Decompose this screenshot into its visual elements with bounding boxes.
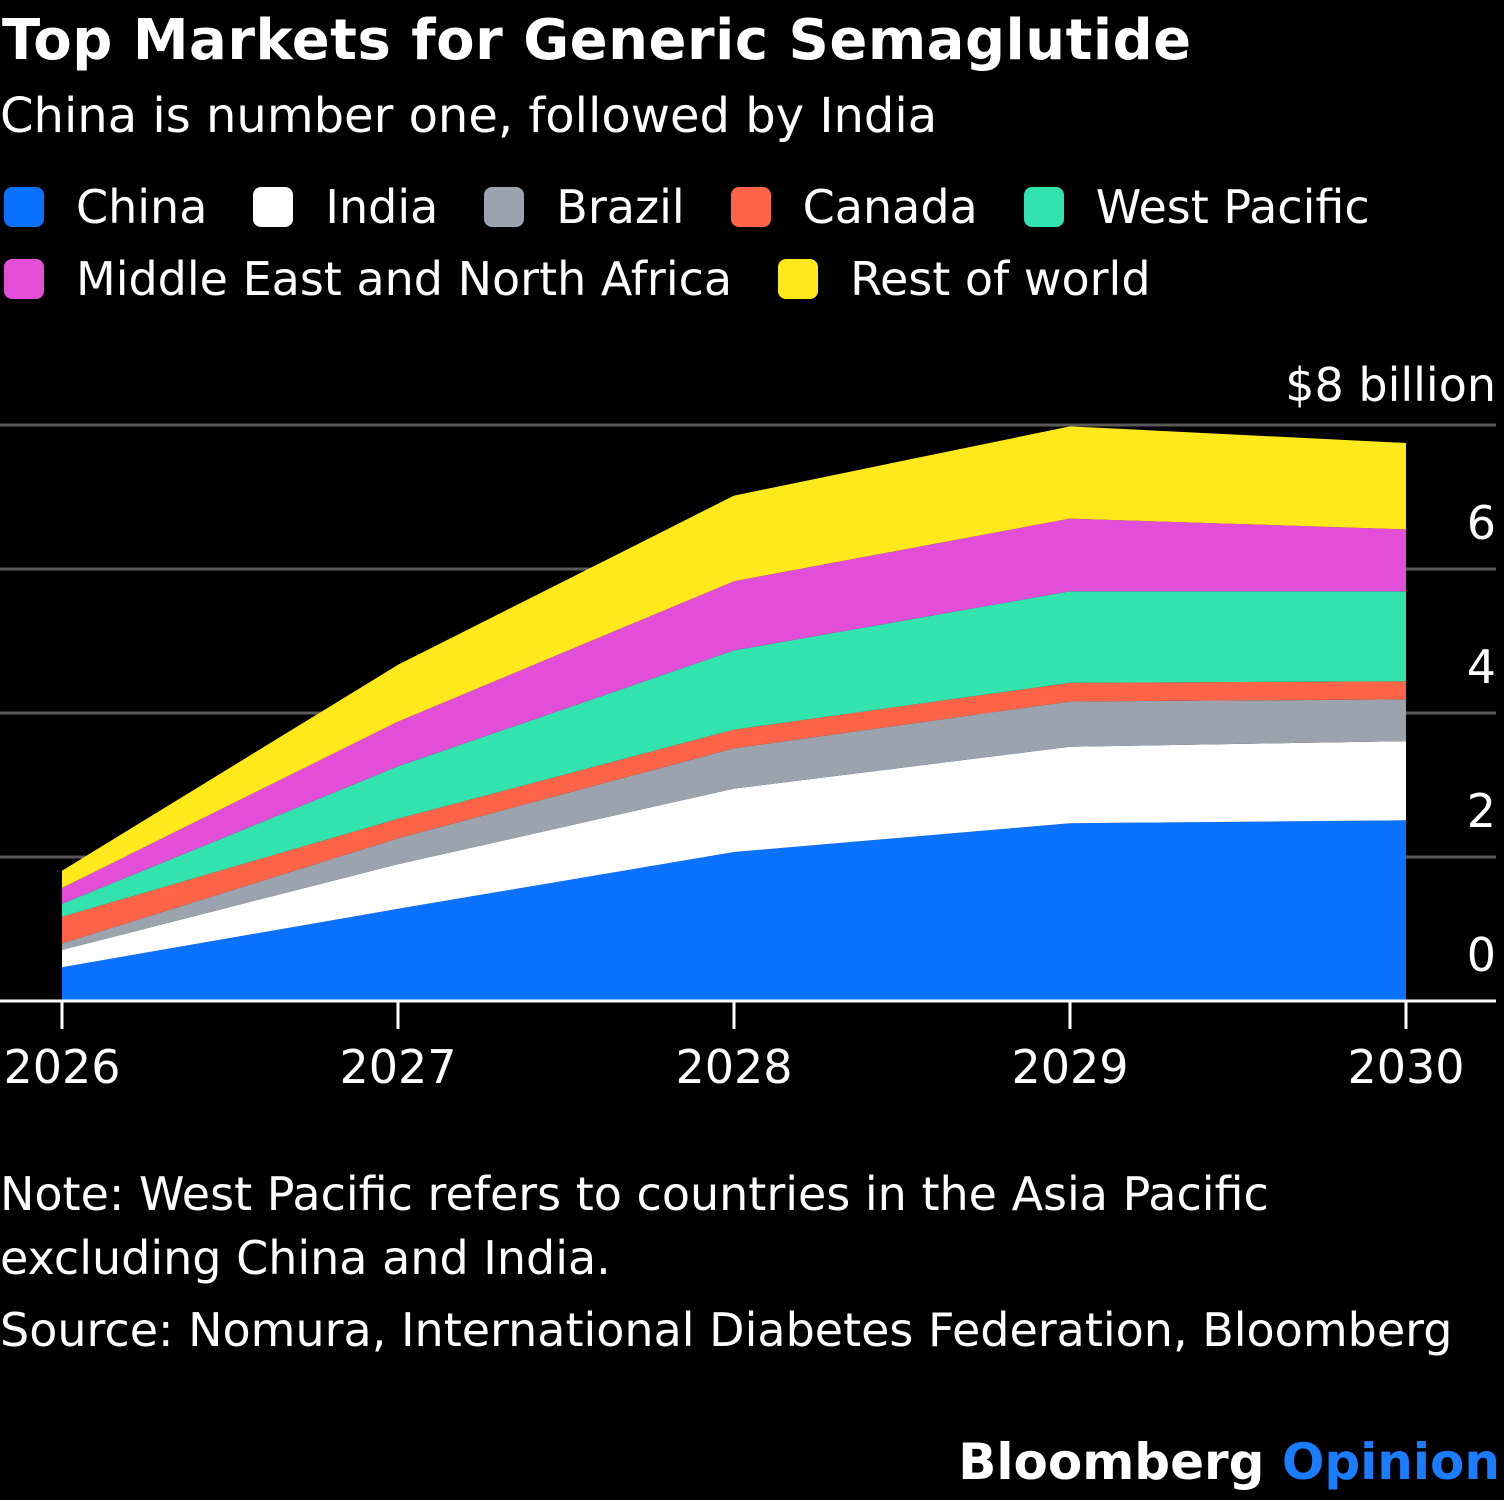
chart-source: Source: Nomura, International Diabetes F…: [0, 1303, 1453, 1357]
x-axis: [0, 999, 1496, 1029]
x-tick-label-2026: 2026: [3, 1040, 120, 1094]
legend-item-brazil: Brazil: [484, 179, 685, 235]
y-tick-label-2: 2: [1467, 784, 1496, 838]
legend-swatch-west-pacific: [1023, 187, 1064, 227]
area-west-pacific: [62, 591, 1406, 917]
chart-subtitle: China is number one, followed by India: [0, 88, 938, 144]
y-tick-label-0: 0: [1467, 928, 1496, 982]
brand-main: Bloomberg: [958, 1433, 1265, 1491]
legend-item-rest-of-world: Rest of world: [778, 251, 1151, 307]
legend-item-china: China: [4, 179, 207, 235]
legend-row-2: Middle East and North Africa Rest of wor…: [4, 248, 1494, 310]
legend-label-west-pacific: West Pacific: [1095, 180, 1370, 234]
area-middle-east-and-north-africa: [62, 518, 1406, 904]
legend-swatch-india: [253, 187, 294, 227]
brand-accent: Opinion: [1281, 1433, 1500, 1491]
legend-item-west-pacific: West Pacific: [1023, 179, 1370, 235]
legend-label-china: China: [76, 180, 208, 234]
y-tick-label-4: 4: [1467, 640, 1496, 694]
legend-swatch-brazil: [484, 187, 525, 227]
area-rest-of-world: [62, 426, 1406, 888]
area-canada: [62, 681, 1406, 944]
y-tick-label-6: 6: [1467, 496, 1496, 550]
legend-swatch-mena: [4, 259, 44, 299]
legend-item-canada: Canada: [730, 179, 978, 235]
y-tick-label-8: $8 billion: [1285, 358, 1496, 412]
axis-labels: 2026 2027 2028 2029 2030 0 2 4 6 $8 billion: [3, 358, 1496, 1094]
area-india: [62, 741, 1406, 968]
chart-note: Note: West Pacific refers to countries i…: [0, 1167, 1269, 1285]
area-brazil: [62, 699, 1406, 950]
legend-item-india: India: [253, 179, 438, 235]
stacked-area-chart: 2026 2027 2028 2029 2030 0 2 4 6 $8 billion: [0, 358, 1496, 1094]
chart-legend: China India Brazil Canada West Pacific M…: [4, 176, 1494, 320]
legend-swatch-rest-of-world: [778, 259, 819, 299]
area-china: [62, 820, 1406, 1001]
x-tick-label-2029: 2029: [1011, 1040, 1128, 1094]
legend-swatch-canada: [730, 187, 771, 227]
x-tick-label-2030: 2030: [1347, 1040, 1464, 1094]
legend-item-mena: Middle East and North Africa: [4, 251, 732, 307]
x-tick-label-2028: 2028: [675, 1040, 792, 1094]
area-series: [62, 426, 1406, 1001]
legend-label-india: India: [325, 180, 439, 234]
x-tick-label-2027: 2027: [339, 1040, 456, 1094]
chart-title: Top Markets for Generic Semaglutide: [2, 8, 1192, 73]
legend-label-brazil: Brazil: [556, 180, 685, 234]
legend-label-canada: Canada: [802, 180, 978, 234]
legend-row-1: China India Brazil Canada West Pacific: [4, 176, 1494, 238]
brand-logo: Bloomberg Opinion: [958, 1430, 1500, 1494]
legend-swatch-china: [4, 187, 44, 227]
legend-label-mena: Middle East and North Africa: [76, 252, 733, 306]
legend-label-rest-of-world: Rest of world: [850, 252, 1151, 306]
